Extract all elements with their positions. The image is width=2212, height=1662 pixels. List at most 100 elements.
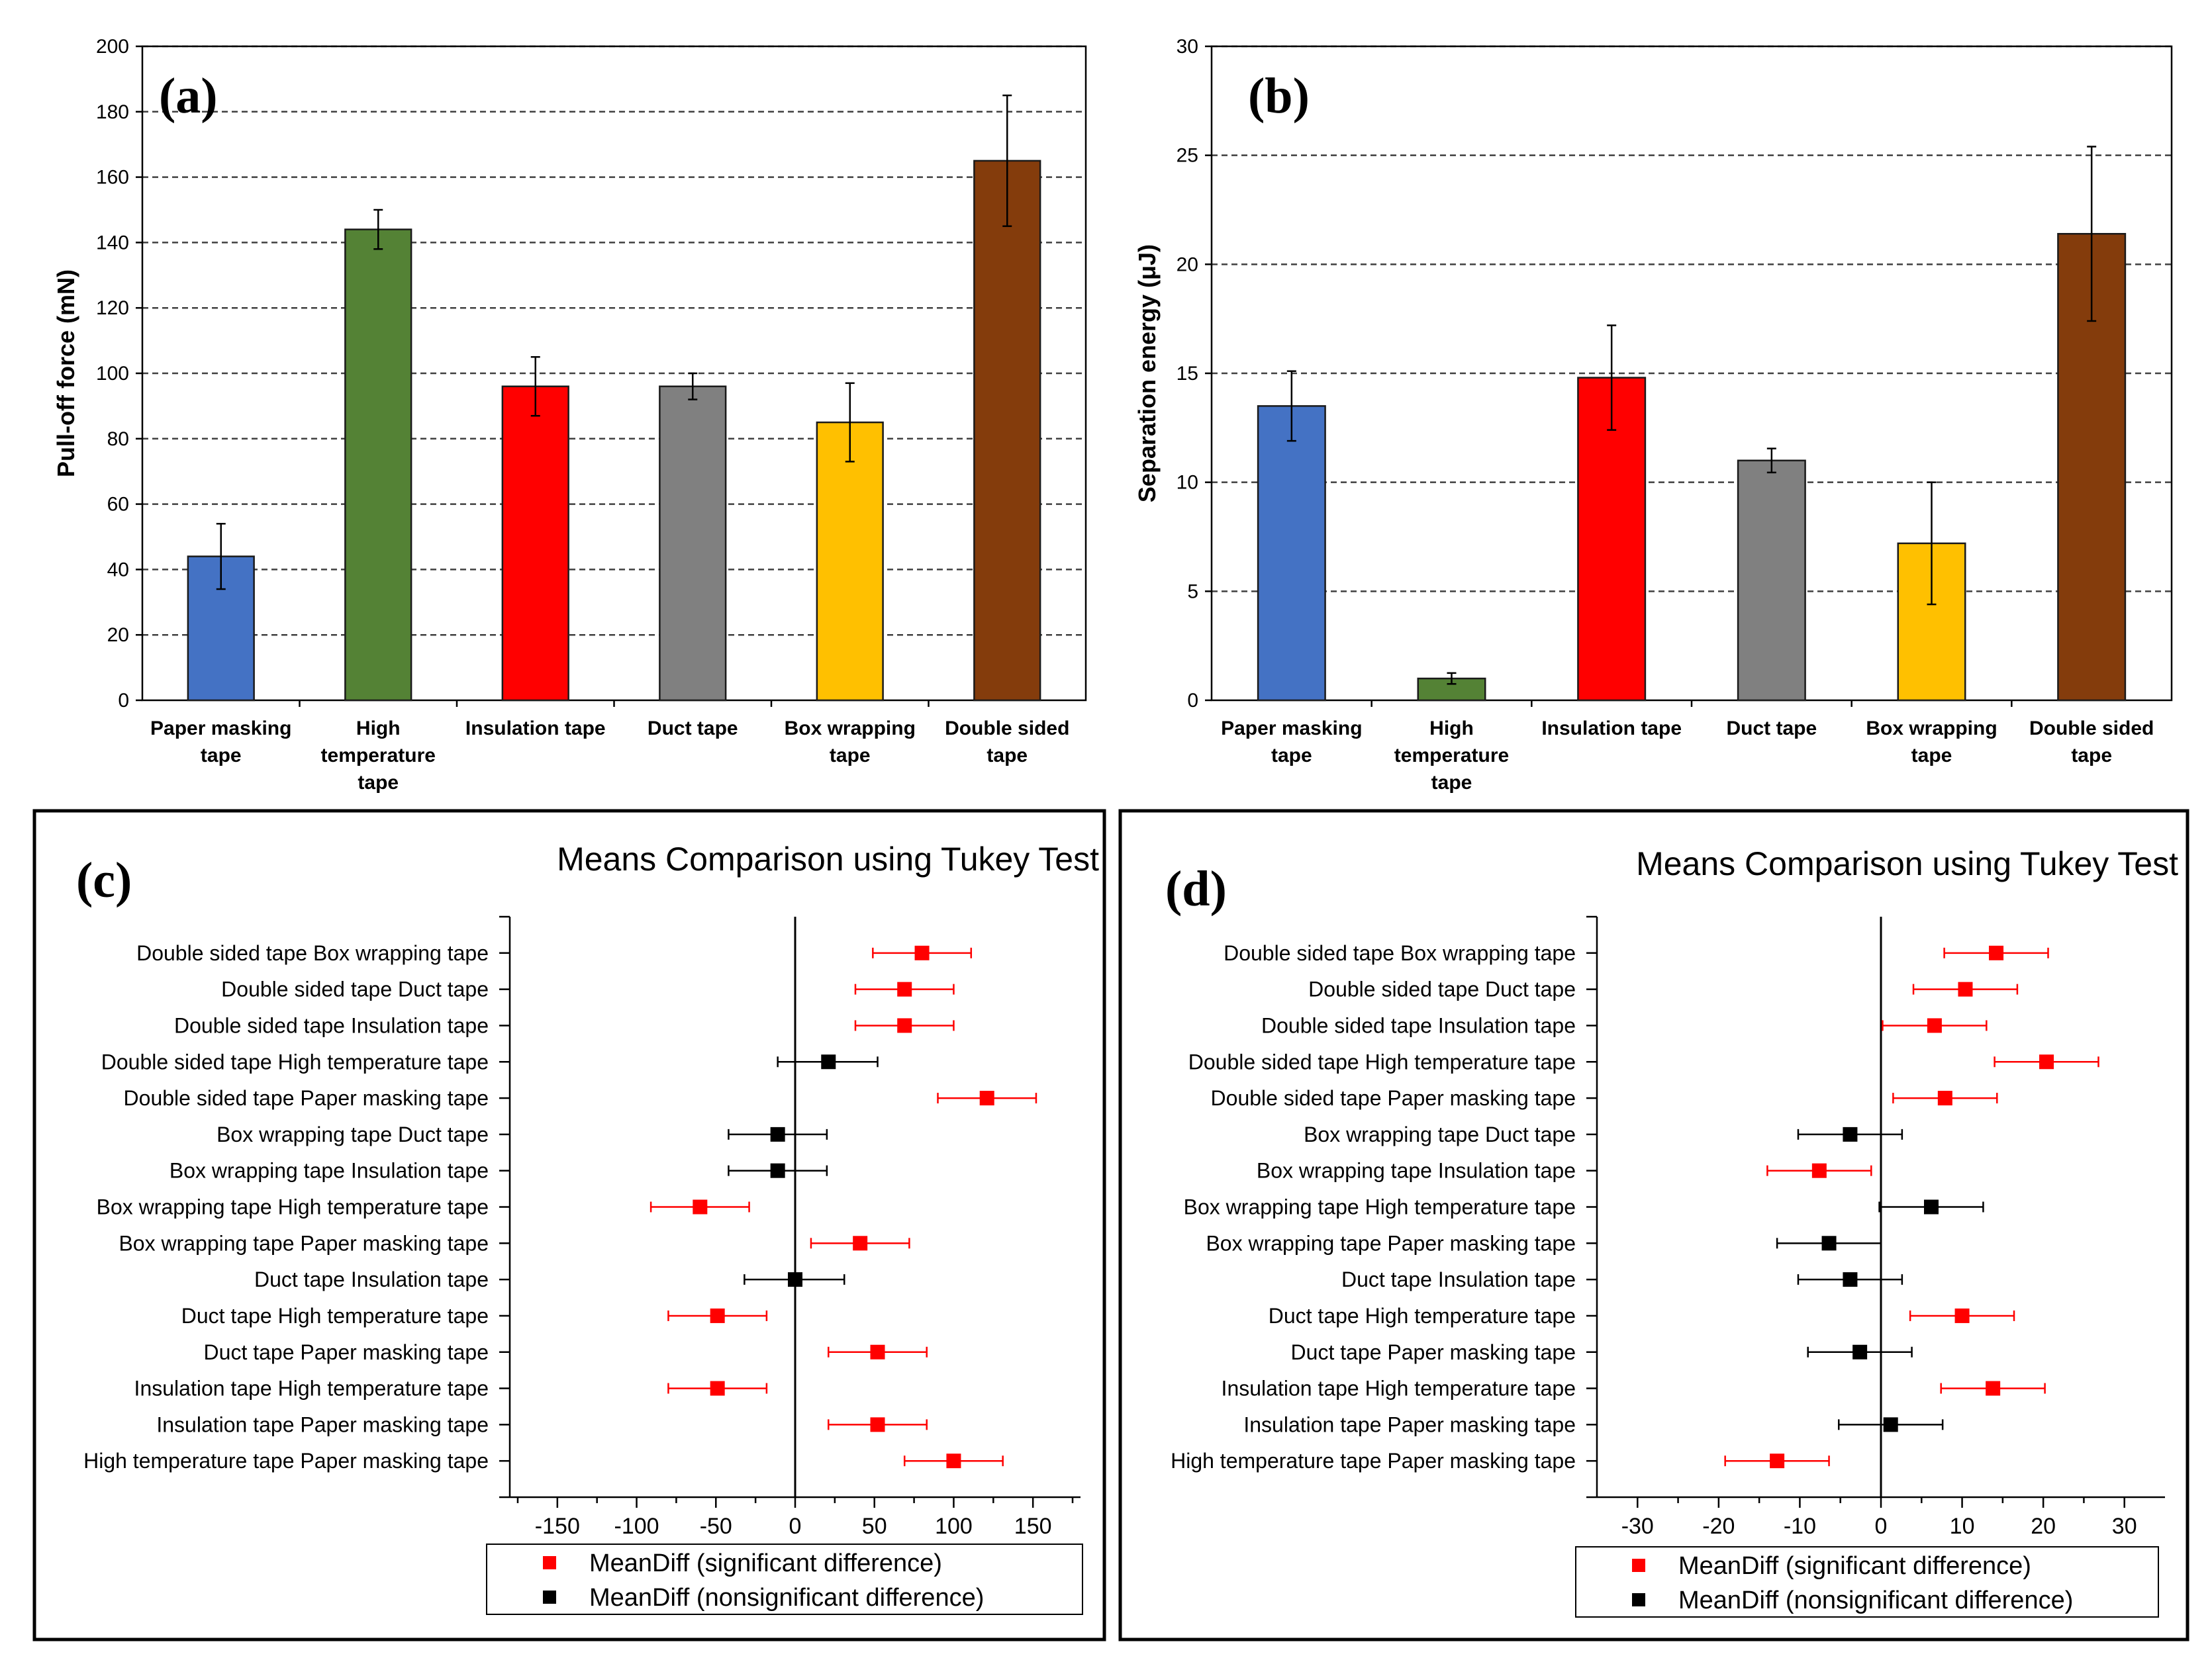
x-tick-label: 0 — [1875, 1514, 1888, 1539]
category-label: temperature — [1394, 745, 1509, 766]
comparison-label: Duct tape High temperature tape — [1269, 1304, 1576, 1328]
mean-diff-marker-nonsignificant — [1852, 1344, 1868, 1360]
mean-diff-marker-significant — [853, 1236, 868, 1251]
comparison-label: Insulation tape High temperature tape — [134, 1377, 489, 1401]
category-label: Paper masking — [150, 717, 291, 739]
comparison-label: Box wrapping tape Duct tape — [216, 1123, 489, 1146]
mean-diff-marker-significant — [693, 1199, 708, 1215]
category-label: Insulation tape — [1541, 717, 1682, 739]
mean-diff-marker-nonsignificant — [770, 1127, 785, 1142]
panel-frame — [32, 809, 1106, 1641]
y-axis-label: Separation energy (μJ) — [1133, 244, 1161, 502]
panel-label: (d) — [1165, 861, 1227, 917]
mean-diff-marker-nonsignificant — [1843, 1272, 1858, 1287]
y-tick-label: 160 — [96, 167, 129, 189]
category-label: Duct tape — [648, 717, 738, 739]
category-label: Box wrapping — [1866, 717, 1997, 739]
panel-b-bar-chart: 0 5 10 15 20 25 30 Paper masking tape High tempera… — [1133, 36, 2173, 794]
comparison-label: Duct tape Insulation tape — [1341, 1268, 1576, 1291]
y-tick-label: 40 — [107, 559, 129, 580]
category-label: Duct tape — [1726, 717, 1817, 739]
bar — [973, 160, 1041, 702]
category-label: Insulation tape — [465, 717, 606, 739]
bar — [659, 385, 727, 702]
legend-swatch — [1632, 1559, 1645, 1572]
x-tick-label: 50 — [862, 1514, 887, 1539]
legend-box — [486, 1544, 1083, 1615]
y-tick-label: 20 — [1177, 254, 1198, 275]
mean-diff-marker-significant — [1958, 982, 1973, 997]
mean-diff-marker-nonsignificant — [821, 1054, 836, 1070]
mean-diff-marker-significant — [1989, 945, 2004, 960]
mean-diff-marker-significant — [710, 1308, 725, 1323]
x-tick-label: -150 — [535, 1514, 580, 1539]
mean-diff-marker-nonsignificant — [1923, 1199, 1939, 1215]
mean-diff-marker-significant — [2039, 1054, 2054, 1070]
category-label: tape — [1911, 745, 1952, 766]
mean-diff-marker-significant — [710, 1381, 725, 1396]
legend-label: MeanDiff (nonsignificant difference) — [1678, 1587, 2073, 1614]
bar — [1577, 377, 1647, 702]
panel-label: (b) — [1248, 68, 1310, 124]
category-label: Double sided — [945, 717, 1069, 739]
comparison-label: Duct tape Paper masking tape — [204, 1340, 489, 1364]
comparison-label: Insulation tape Paper masking tape — [156, 1412, 489, 1436]
panel-label: (a) — [159, 68, 218, 124]
y-tick-label: 120 — [96, 297, 129, 319]
y-tick-label: 100 — [96, 363, 129, 385]
comparison-label: Double sided tape Box wrapping tape — [1224, 941, 1576, 965]
comparison-label: Box wrapping tape Paper masking tape — [1206, 1231, 1576, 1255]
mean-diff-marker-significant — [946, 1454, 961, 1469]
mean-diff-marker-nonsignificant — [1883, 1417, 1898, 1432]
y-tick-label: 10 — [1177, 472, 1198, 494]
x-tick-label: 100 — [935, 1514, 973, 1539]
x-tick-label: -10 — [1784, 1514, 1816, 1539]
panel-d-tukey-chart: Means Comparison using Tukey Test (d) -30 -… — [1118, 809, 2189, 1641]
bar — [344, 228, 412, 702]
mean-diff-marker-significant — [1986, 1381, 2001, 1396]
category-label: tape — [830, 745, 871, 766]
category-label: Paper masking — [1221, 717, 1362, 739]
category-label: tape — [2071, 745, 2112, 766]
category-label: tape — [358, 772, 399, 794]
mean-diff-marker-significant — [979, 1091, 994, 1106]
panel-label: (c) — [76, 853, 132, 908]
y-tick-label: 20 — [107, 624, 129, 646]
y-tick-label: 5 — [1187, 580, 1198, 602]
comparison-label: High temperature tape Paper masking tape — [83, 1449, 489, 1473]
category-label: High — [1429, 717, 1474, 739]
category-label: temperature — [321, 745, 436, 766]
legend-label: MeanDiff (nonsignificant difference) — [589, 1584, 984, 1612]
y-tick-label: 140 — [96, 232, 129, 254]
x-tick-label: 20 — [2031, 1514, 2056, 1539]
comparison-label: Double sided tape High temperature tape — [101, 1050, 489, 1074]
y-tick-label: 60 — [107, 494, 129, 516]
x-tick-label: 10 — [1950, 1514, 1975, 1539]
bar — [501, 385, 569, 702]
mean-diff-marker-significant — [914, 945, 930, 960]
mean-diff-marker-significant — [1954, 1308, 1970, 1323]
comparison-label: Box wrapping tape High temperature tape — [97, 1195, 489, 1219]
y-tick-label: 15 — [1177, 363, 1198, 385]
mean-diff-marker-nonsignificant — [1843, 1127, 1858, 1142]
comparison-label: Double sided tape High temperature tape — [1188, 1050, 1576, 1074]
comparison-label: Insulation tape High temperature tape — [1222, 1377, 1576, 1401]
legend-label: MeanDiff (significant difference) — [589, 1549, 942, 1577]
y-axis-label: Pull-off force (mN) — [52, 269, 79, 477]
comparison-label: Double sided tape Box wrapping tape — [136, 941, 489, 965]
y-tick-label: 30 — [1177, 36, 1198, 58]
mean-diff-marker-significant — [870, 1417, 885, 1432]
comparison-label: Duct tape Insulation tape — [254, 1268, 489, 1291]
mean-diff-marker-significant — [897, 982, 912, 997]
x-tick-label: -30 — [1621, 1514, 1654, 1539]
chart-title: Means Comparison using Tukey Test — [1636, 845, 2178, 882]
legend-box — [1575, 1546, 2159, 1618]
comparison-label: Box wrapping tape Paper masking tape — [119, 1231, 489, 1255]
legend-label: MeanDiff (significant difference) — [1678, 1552, 2031, 1580]
mean-diff-marker-significant — [1927, 1018, 1942, 1033]
comparison-label: Box wrapping tape High temperature tape — [1184, 1195, 1576, 1219]
x-tick-label: -20 — [1702, 1514, 1735, 1539]
panel-a-bar-chart: 0 20 40 60 80 100 120 140 160 180 200 Paper masking… — [52, 36, 1087, 794]
mean-diff-marker-significant — [1937, 1091, 1952, 1106]
mean-diff-marker-significant — [1770, 1454, 1785, 1469]
